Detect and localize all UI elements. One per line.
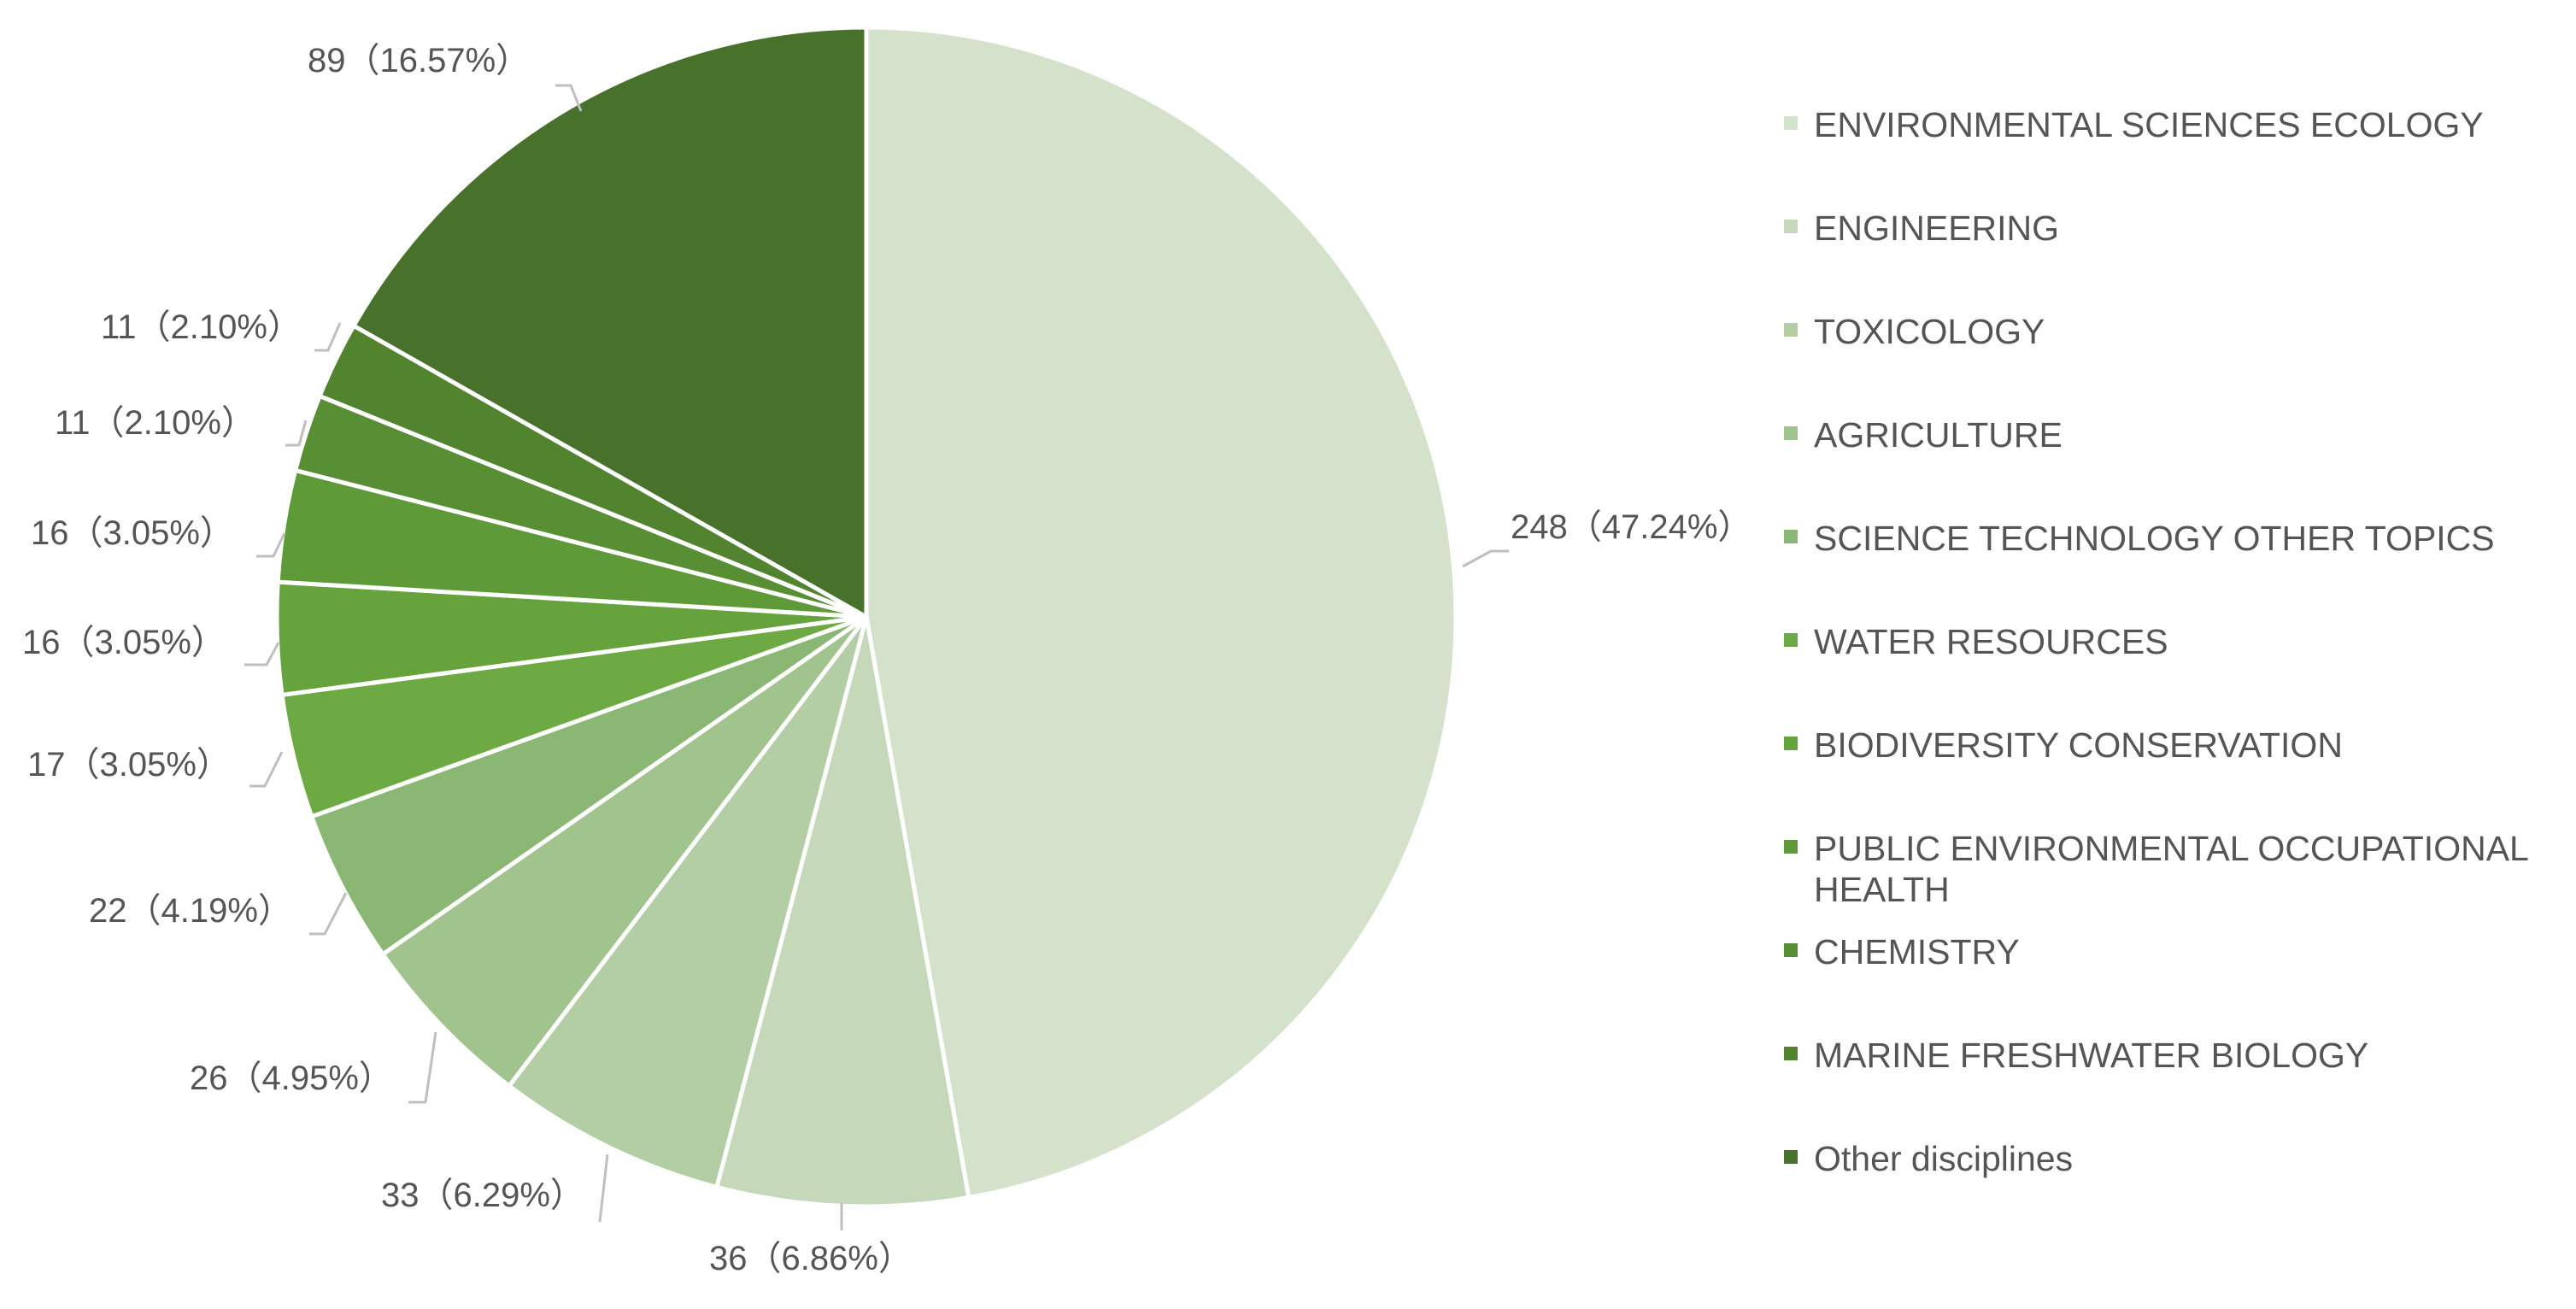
legend-label: HEALTH bbox=[1814, 870, 1950, 909]
legend-label: Other disciplines bbox=[1814, 1139, 2073, 1178]
legend-swatch bbox=[1784, 633, 1798, 647]
legend-swatch bbox=[1784, 323, 1798, 337]
leader-line bbox=[598, 1153, 609, 1223]
legend-swatch bbox=[1784, 1047, 1798, 1060]
slice-label: 22（4.19%） bbox=[89, 892, 292, 930]
legend-label: MARINE FRESHWATER BIOLOGY bbox=[1814, 1036, 2368, 1075]
slice-label: 26（4.95%） bbox=[190, 1060, 393, 1097]
leader-line bbox=[408, 1031, 437, 1104]
legend-label: ENVIRONMENTAL SCIENCES ECOLOGY bbox=[1814, 105, 2484, 144]
legend-label: TOXICOLOGY bbox=[1814, 312, 2045, 351]
leader-line bbox=[249, 751, 284, 788]
slice-label: 11（2.10%） bbox=[101, 308, 302, 346]
slice-label: 16（3.05%） bbox=[31, 514, 234, 552]
pie-slices bbox=[274, 25, 1458, 1209]
legend-swatch bbox=[1784, 220, 1798, 233]
leader-line bbox=[314, 322, 342, 352]
pie-slice bbox=[351, 25, 869, 619]
slice-label: 89（16.57%） bbox=[308, 42, 530, 79]
legend-label: AGRICULTURE bbox=[1814, 415, 2063, 455]
pie-slice bbox=[309, 614, 869, 957]
pie-slice bbox=[507, 614, 869, 1189]
pie-slice bbox=[864, 25, 1458, 1200]
slice-labels: 248（47.24%） 36（6.86%） 33（6.29%） 26（4.95%） 22… bbox=[22, 42, 1752, 1277]
slice-label: 36（6.86%） bbox=[709, 1240, 912, 1277]
slice-label: 16（3.05%） bbox=[22, 624, 226, 661]
leader-lines bbox=[244, 84, 1509, 1230]
legend-swatch bbox=[1784, 530, 1798, 543]
legend-swatch bbox=[1784, 1150, 1798, 1164]
leader-line bbox=[244, 642, 280, 666]
legend: ENVIRONMENTAL SCIENCES ECOLOGY ENGINEERIN… bbox=[1784, 105, 2529, 1178]
legend-swatch bbox=[1784, 426, 1798, 440]
legend-swatch bbox=[1784, 737, 1798, 750]
leader-line bbox=[1462, 549, 1509, 568]
leader-line bbox=[256, 532, 286, 558]
legend-label: ENGINEERING bbox=[1814, 208, 2059, 248]
legend-label: BIODIVERSITY CONSERVATION bbox=[1814, 725, 2343, 765]
legend-label: SCIENCE TECHNOLOGY OTHER TOPICS bbox=[1814, 519, 2495, 558]
pie-slice bbox=[380, 614, 869, 1089]
legend-label: PUBLIC ENVIRONMENTAL OCCUPATIONAL bbox=[1814, 829, 2529, 868]
leader-line bbox=[555, 84, 583, 112]
slice-label: 248（47.24%） bbox=[1511, 508, 1752, 546]
slice-label: 11（2.10%） bbox=[55, 404, 255, 442]
slice-label: 33（6.29%） bbox=[381, 1177, 584, 1214]
legend-swatch bbox=[1784, 943, 1798, 957]
leader-line bbox=[309, 892, 348, 936]
slice-label: 17（3.05%） bbox=[27, 746, 231, 784]
legend-label: WATER RESOURCES bbox=[1814, 622, 2168, 661]
legend-swatch bbox=[1784, 840, 1798, 854]
legend-label: CHEMISTRY bbox=[1814, 932, 2020, 971]
leader-line bbox=[285, 420, 308, 447]
legend-swatch bbox=[1784, 116, 1798, 130]
